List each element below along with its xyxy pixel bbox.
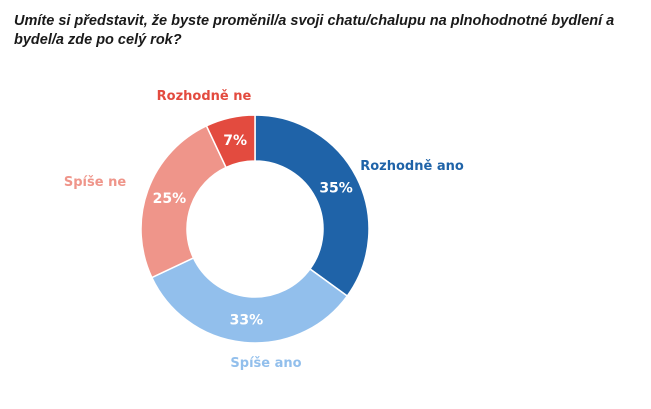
category-label-rozhodne-ne: Rozhodně ne	[157, 89, 252, 104]
slice-spise-ne	[140, 124, 228, 279]
slice-value-labels: 35% 33% 25% 7%	[153, 133, 353, 328]
value-label-spise-ano: 33%	[230, 313, 264, 329]
category-label-spise-ano: Spíše ano	[230, 356, 301, 371]
category-label-spise-ne: Spíše ne	[64, 175, 126, 190]
value-label-rozhodne-ano: 35%	[319, 181, 353, 197]
slice-rozhodne-ano	[254, 114, 370, 298]
slice-spise-ano	[150, 256, 349, 344]
category-label-rozhodne-ano: Rozhodně ano	[360, 159, 464, 174]
donut-slices	[140, 114, 370, 344]
category-labels: Rozhodně ano Spíše ano Spíše ne Rozhodně ne	[64, 89, 464, 371]
value-label-rozhodne-ne: 7%	[223, 133, 247, 149]
chart-title: Umíte si představit, že byste proměnil/a…	[14, 13, 615, 48]
slice-rozhodne-ne	[205, 114, 256, 169]
value-label-spise-ne: 25%	[153, 191, 187, 207]
